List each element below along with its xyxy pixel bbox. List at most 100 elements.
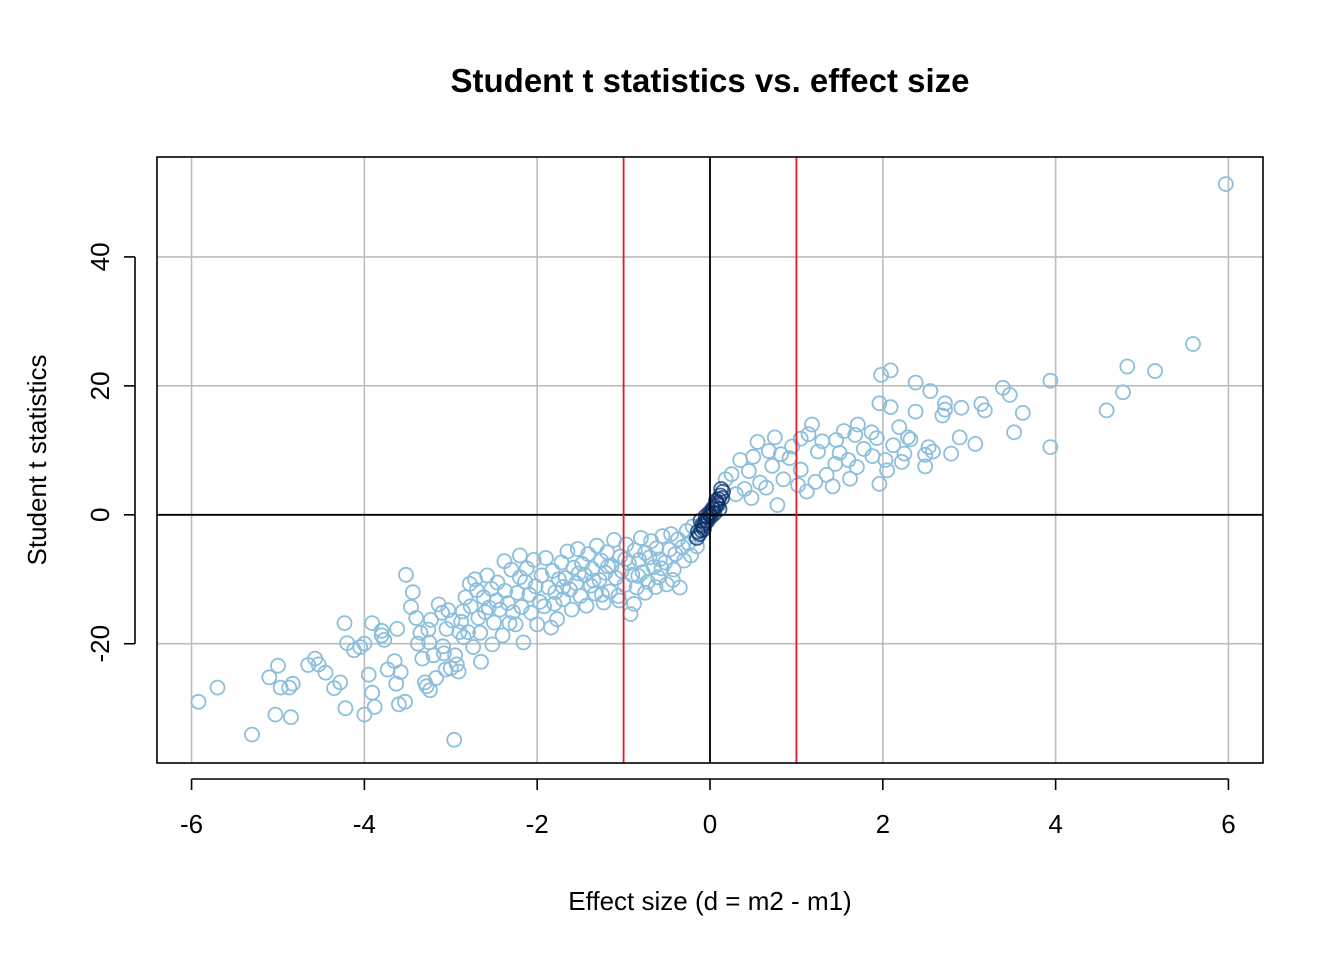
data-point <box>766 429 783 446</box>
data-point <box>879 462 895 479</box>
data-point <box>922 383 939 399</box>
data-point <box>497 583 514 599</box>
data-point <box>425 647 442 664</box>
data-point <box>752 474 768 491</box>
data-point <box>570 565 587 582</box>
data-point <box>1147 363 1163 379</box>
data-point <box>578 597 595 614</box>
data-point <box>536 598 552 615</box>
data-point <box>462 598 479 615</box>
data-point <box>505 604 521 620</box>
plot-frame <box>156 156 1264 764</box>
data-points <box>190 176 1234 748</box>
data-point <box>902 431 919 448</box>
data-point <box>1006 424 1022 441</box>
data-point <box>849 459 865 476</box>
data-point <box>190 693 207 710</box>
data-point <box>824 478 841 495</box>
data-point <box>435 645 452 662</box>
data-point <box>775 471 792 488</box>
data-point <box>871 395 888 412</box>
data-point <box>647 579 664 595</box>
dense-data-points <box>689 481 731 546</box>
data-point <box>873 366 889 383</box>
data-point <box>366 699 383 715</box>
data-point <box>404 584 421 601</box>
y-axis: -20 0 20 40 <box>85 242 136 663</box>
data-point <box>397 693 413 710</box>
data-point <box>360 666 377 683</box>
data-point <box>893 453 910 470</box>
data-point <box>769 497 786 514</box>
data-point <box>749 433 766 450</box>
data-point <box>559 543 576 560</box>
x-tick-label: 6 <box>1221 809 1235 839</box>
data-point <box>447 647 464 664</box>
data-point <box>917 458 934 475</box>
data-point <box>486 614 502 631</box>
data-point <box>403 599 419 615</box>
data-point <box>864 448 881 465</box>
data-point <box>565 559 582 576</box>
data-point <box>670 531 686 548</box>
data-point <box>807 473 824 490</box>
data-point <box>849 416 866 433</box>
data-point <box>284 675 301 692</box>
data-point <box>270 657 286 674</box>
data-point <box>745 448 762 465</box>
data-point <box>448 656 465 673</box>
x-tick-label: 0 <box>703 809 717 839</box>
data-point <box>451 624 468 640</box>
data-point <box>356 635 373 652</box>
data-point <box>455 629 472 646</box>
x-tick-label: -4 <box>353 809 376 839</box>
data-point <box>1217 176 1234 193</box>
data-point <box>601 583 618 600</box>
data-point <box>465 639 482 655</box>
dense-data-point <box>690 523 706 540</box>
data-point <box>723 466 740 483</box>
data-point <box>611 592 628 609</box>
data-point <box>1098 402 1115 419</box>
data-point <box>317 664 334 681</box>
data-point <box>800 426 817 443</box>
data-point <box>855 441 872 457</box>
y-tick-label: -20 <box>85 625 115 663</box>
data-point <box>515 634 532 651</box>
data-point <box>896 445 913 462</box>
data-point <box>664 572 681 588</box>
data-point <box>792 461 809 478</box>
dense-data-point <box>692 512 709 529</box>
x-axis-label: Effect size (d = m2 - m1) <box>568 886 851 916</box>
data-point <box>617 551 634 568</box>
data-point <box>616 577 633 593</box>
data-point <box>836 423 852 439</box>
data-point <box>773 446 789 463</box>
data-point <box>967 435 984 452</box>
dense-data-point <box>711 501 728 517</box>
data-point <box>792 430 809 447</box>
data-point <box>209 679 226 696</box>
data-point <box>885 437 902 454</box>
data-point <box>414 650 431 667</box>
data-point <box>509 584 526 601</box>
data-point <box>267 706 284 723</box>
data-point <box>444 612 461 629</box>
data-point <box>479 567 496 584</box>
data-point <box>665 561 682 578</box>
data-point <box>600 558 616 575</box>
reference-lines <box>157 157 1263 763</box>
data-point <box>1042 439 1059 456</box>
data-point <box>525 552 542 568</box>
data-point <box>418 678 435 695</box>
data-point <box>937 395 953 412</box>
data-point <box>585 572 602 589</box>
data-point <box>920 439 937 456</box>
data-point <box>814 433 831 450</box>
data-point <box>428 670 445 686</box>
data-point <box>743 490 760 506</box>
data-point <box>588 537 605 554</box>
data-point <box>507 616 524 633</box>
data-point <box>337 700 354 717</box>
